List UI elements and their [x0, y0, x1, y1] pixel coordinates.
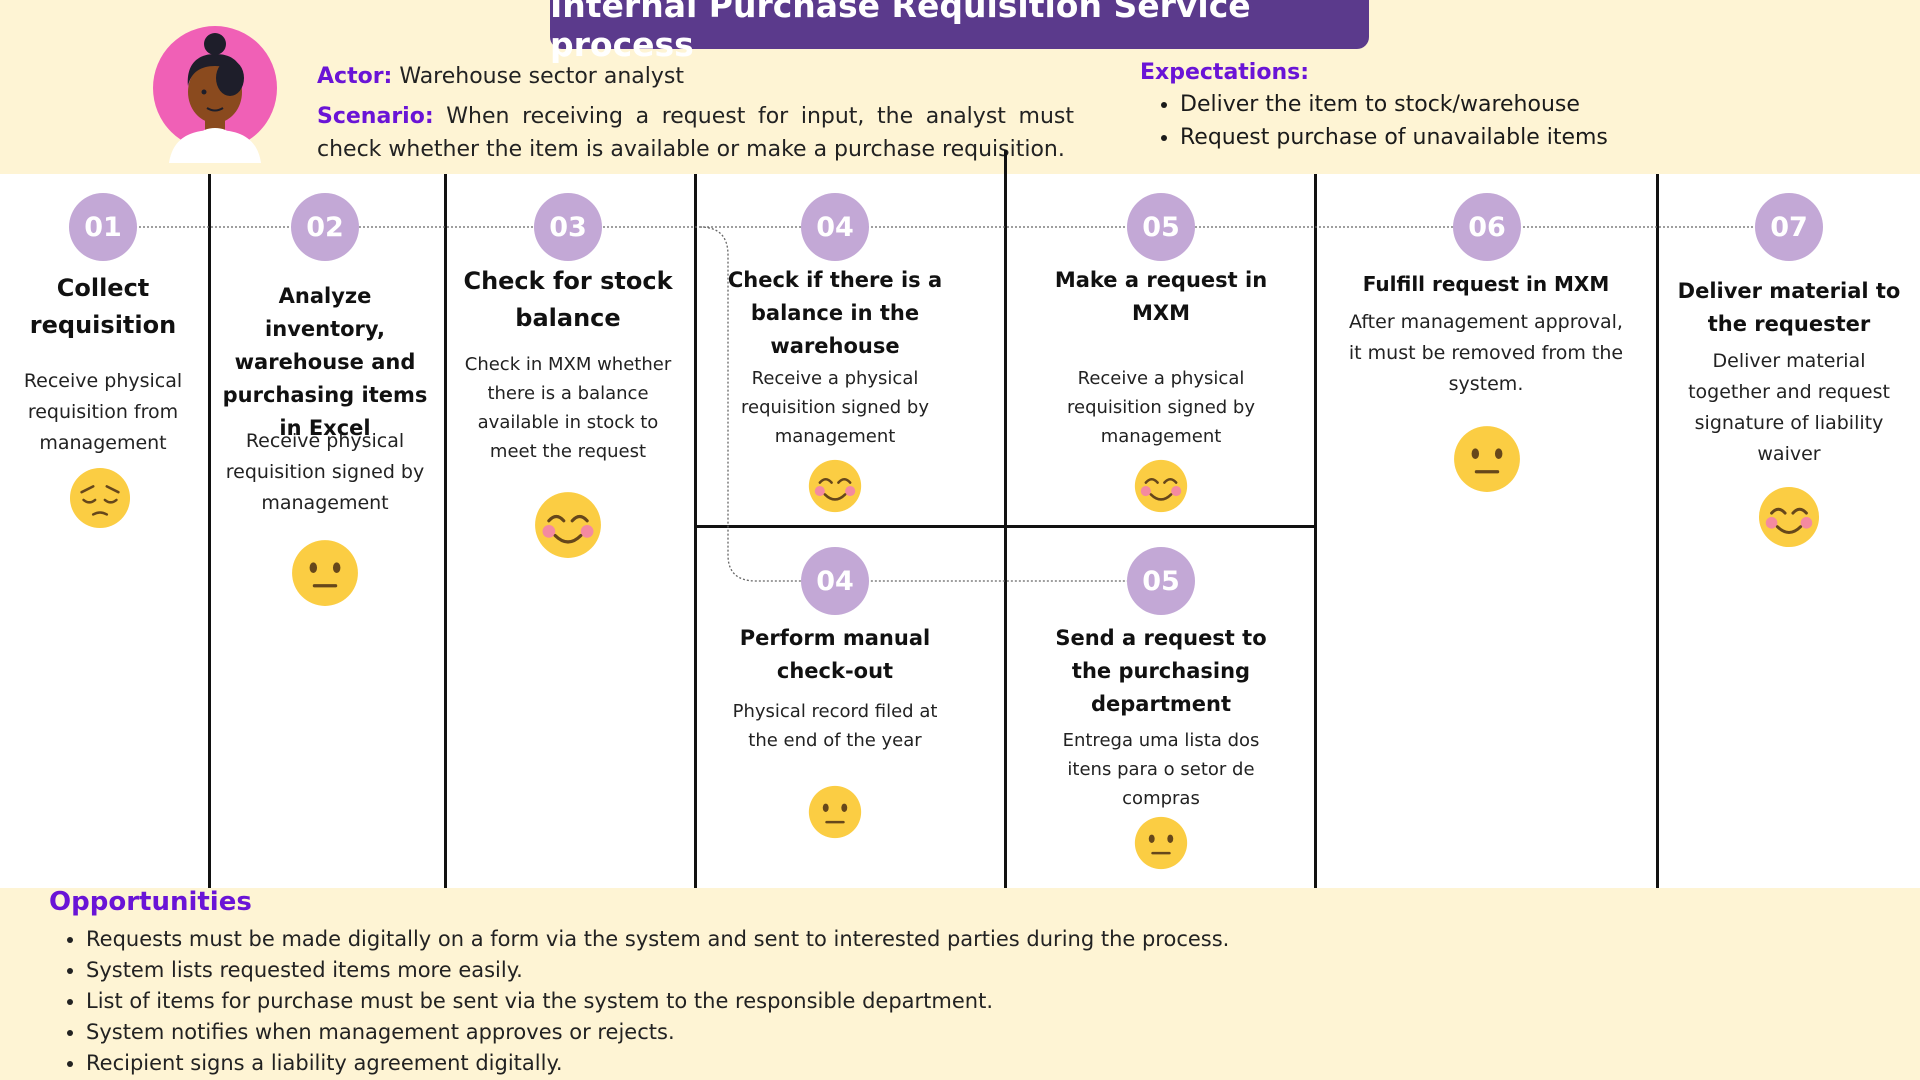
column-divider: [1656, 174, 1659, 888]
expectation-item: Request purchase of unavailable items: [1180, 121, 1608, 154]
step-title: Make a request in MXM: [1054, 268, 1268, 325]
step-description: Receive a physical requisition signed by…: [1066, 368, 1255, 447]
step-number: 03: [534, 193, 602, 261]
opportunities-band: [0, 888, 1920, 1080]
lane-divider: [694, 525, 1316, 528]
step-title: Send a request to the purchasing departm…: [1055, 626, 1267, 716]
smiling-face-icon: [1134, 459, 1188, 513]
smiling-face-icon: [1758, 486, 1820, 548]
step-description: Physical record filed at the end of the …: [732, 701, 938, 751]
smiling-face-icon: [535, 492, 601, 558]
step-description: Deliver material together and request si…: [1688, 350, 1890, 465]
opportunity-item: Recipient signs a liability agreement di…: [86, 1048, 1229, 1079]
scenario-label: Scenario:: [317, 104, 434, 129]
column-divider: [1314, 174, 1317, 888]
step-description: Receive physical requisition from manage…: [23, 370, 183, 454]
analyst-avatar: [153, 26, 277, 163]
step-description: Check in MXM whether there is a balance …: [464, 354, 672, 462]
column-divider: [444, 174, 447, 888]
actor-label: Actor:: [317, 64, 393, 89]
step-number: 07: [1755, 193, 1823, 261]
step-number: 02: [291, 193, 359, 261]
step-number: 05: [1127, 547, 1195, 615]
expectations-label: Expectations:: [1140, 60, 1310, 85]
opportunity-item: List of items for purchase must be sent …: [86, 986, 1229, 1017]
actor-value: Warehouse sector analyst: [399, 64, 684, 89]
step-number: 06: [1453, 193, 1521, 261]
step-title: Analyze inventory, warehouse and purchas…: [222, 284, 428, 440]
opportunities-list: Requests must be made digitally on a for…: [60, 924, 1229, 1079]
scenario-value: When receiving a request for input, the …: [317, 104, 1074, 162]
step-title: Collect requisition: [29, 274, 177, 339]
expectation-item: Deliver the item to stock/warehouse: [1180, 88, 1608, 121]
step-title: Perform manual check-out: [739, 626, 931, 683]
opportunity-item: System notifies when management approves…: [86, 1017, 1229, 1048]
pensive-face-icon: [69, 467, 131, 529]
actor-line: Actor: Warehouse sector analyst: [317, 60, 684, 93]
opportunity-item: System lists requested items more easily…: [86, 955, 1229, 986]
step-number: 01: [69, 193, 137, 261]
step-description: Receive a physical requisition signed by…: [740, 368, 929, 447]
step-title: Check if there is a balance in the wareh…: [727, 268, 943, 358]
expectations-list: Deliver the item to stock/warehouse Requ…: [1150, 88, 1608, 154]
step-description: After management approval, it must be re…: [1348, 311, 1624, 395]
neutral-face-icon: [1454, 426, 1520, 492]
opportunity-item: Requests must be made digitally on a for…: [86, 924, 1229, 955]
step-description: Entrega uma lista dos itens para o setor…: [1062, 730, 1260, 809]
step-number: 05: [1127, 193, 1195, 261]
opportunities-title: Opportunities: [49, 887, 252, 917]
neutral-face-icon: [1134, 816, 1188, 870]
column-divider: [1004, 150, 1007, 888]
step-description: Receive physical requisition signed by m…: [225, 430, 425, 514]
column-divider: [208, 174, 211, 888]
step-number: 04: [801, 193, 869, 261]
step-number: 04: [801, 547, 869, 615]
column-divider: [694, 174, 697, 888]
step-title: Check for stock balance: [463, 267, 673, 332]
smiling-face-icon: [808, 459, 862, 513]
neutral-face-icon: [292, 540, 358, 606]
step-title: Fulfill request in MXM: [1362, 272, 1610, 296]
step-title: Deliver material to the requester: [1677, 279, 1901, 336]
scenario-line: Scenario: When receiving a request for i…: [317, 100, 1074, 166]
neutral-face-icon: [808, 785, 862, 839]
